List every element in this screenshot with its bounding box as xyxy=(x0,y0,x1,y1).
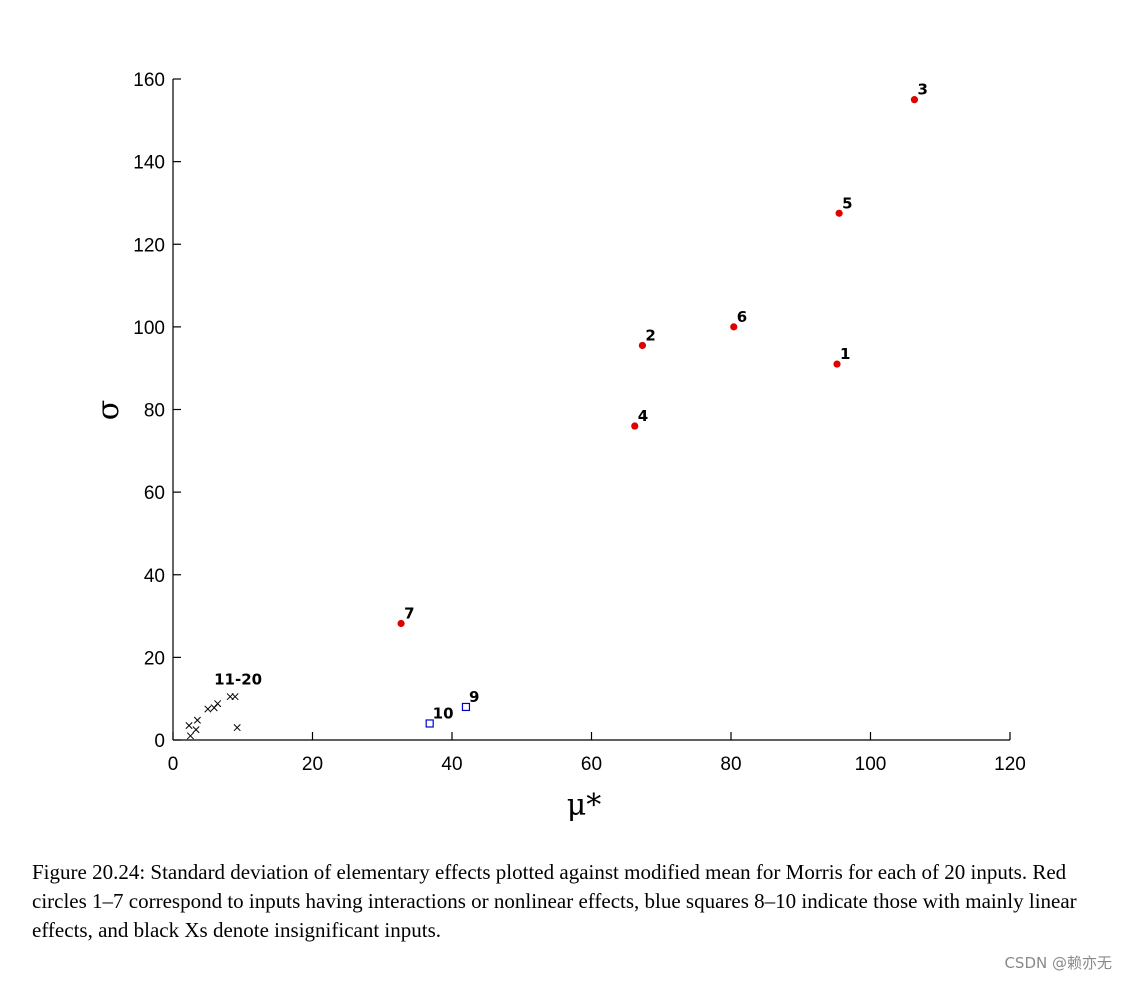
point-label-1: 1 xyxy=(840,345,850,363)
x-tick-label: 20 xyxy=(302,754,323,775)
blue-square-point-9 xyxy=(461,702,471,712)
y-tick-label: 20 xyxy=(144,648,165,669)
point-label-4: 4 xyxy=(638,407,648,425)
red-circle-point-7 xyxy=(397,619,405,628)
y-axis-label: σ xyxy=(91,400,126,420)
group-label-11-20: 11-20 xyxy=(214,671,262,689)
y-tick-label: 80 xyxy=(144,401,165,422)
black-x-point xyxy=(233,724,241,732)
x-tick-label: 80 xyxy=(720,754,741,775)
axes xyxy=(172,79,1010,741)
x-ticks: 0 20 40 60 80 100 120 xyxy=(168,732,1026,775)
data-points xyxy=(185,96,919,740)
black-x-point xyxy=(214,700,222,708)
point-label-10: 10 xyxy=(433,704,454,722)
point-label-5: 5 xyxy=(842,194,852,212)
y-tick-label: 120 xyxy=(133,235,165,256)
x-tick-label: 100 xyxy=(855,754,887,775)
point-label-2: 2 xyxy=(645,326,655,344)
y-tick-label: 160 xyxy=(133,70,165,91)
point-labels: 1 2 3 4 5 6 7 9 10 11-20 xyxy=(214,81,928,723)
figure-caption: Figure 20.24: Standard deviation of elem… xyxy=(32,860,1077,942)
x-tick-label: 40 xyxy=(441,754,462,775)
black-x-point xyxy=(192,726,200,734)
x-tick-label: 0 xyxy=(168,754,179,775)
y-tick-label: 40 xyxy=(144,566,165,587)
y-tick-label: 140 xyxy=(133,153,165,174)
x-tick-label: 120 xyxy=(994,754,1026,775)
watermark: CSDN @赖亦无 xyxy=(1004,954,1112,972)
y-tick-label: 60 xyxy=(144,483,165,504)
x-axis-label: μ* xyxy=(567,788,602,823)
red-circle-point-1 xyxy=(833,360,841,368)
black-x-point xyxy=(185,721,193,730)
point-label-7: 7 xyxy=(404,604,414,622)
y-tick-label: 0 xyxy=(154,731,165,752)
morris-scatter-chart: 0 20 40 60 80 100 120 0 20 40 60 80 100 120 140 160 1 2… xyxy=(91,70,1026,823)
black-x-point xyxy=(193,716,201,724)
red-circle-point-2 xyxy=(638,341,647,350)
red-circle-point-6 xyxy=(730,323,738,331)
black-x-point xyxy=(204,705,212,713)
y-tick-label: 100 xyxy=(133,318,165,339)
blue-square-point-10 xyxy=(425,719,434,728)
point-label-3: 3 xyxy=(917,81,927,99)
red-circle-point-5 xyxy=(835,209,843,217)
y-ticks: 0 20 40 60 80 100 120 140 160 xyxy=(133,70,181,752)
x-tick-label: 60 xyxy=(581,754,602,775)
point-label-6: 6 xyxy=(737,308,747,326)
red-circle-point-3 xyxy=(910,96,919,104)
black-x-point xyxy=(231,693,239,701)
black-x-point xyxy=(186,732,194,740)
red-circle-point-4 xyxy=(631,422,639,430)
point-label-9: 9 xyxy=(469,688,479,706)
